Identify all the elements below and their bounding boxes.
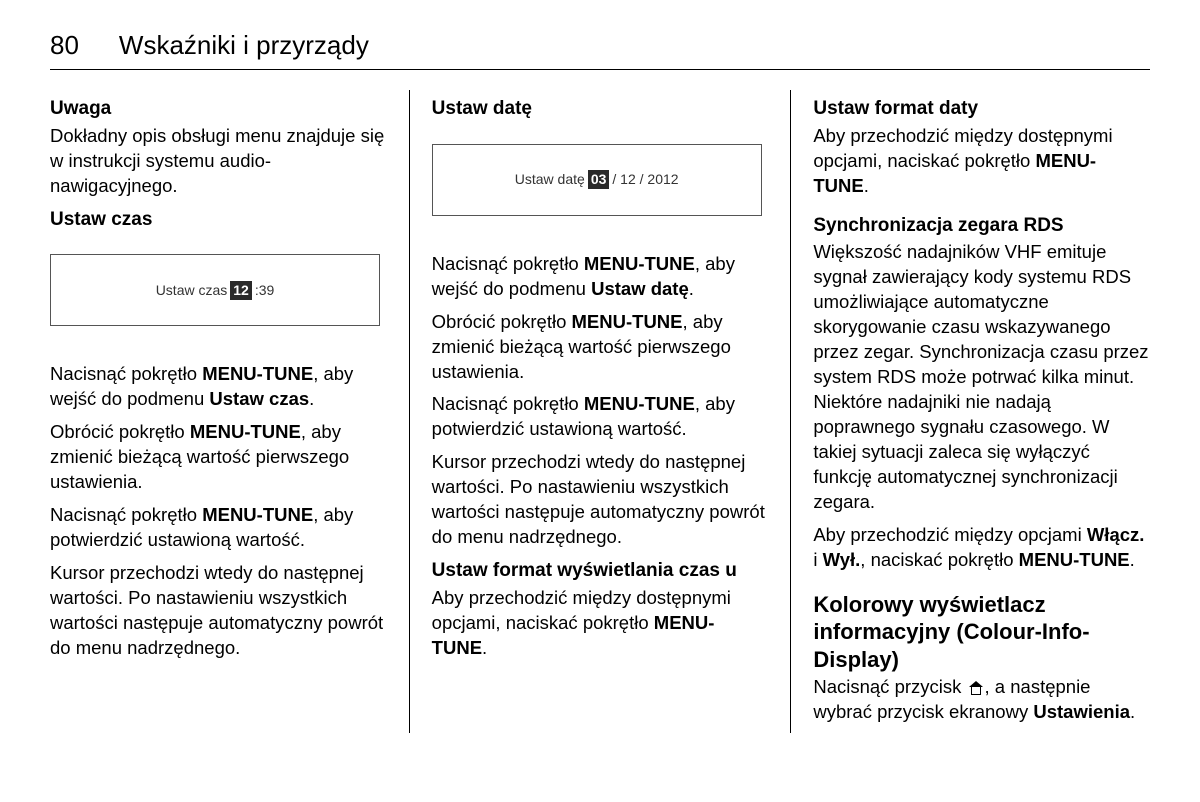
text-run: i [813, 549, 822, 570]
col1-p1: Nacisnąć pokrętło MENU-TUNE, aby wejść d… [50, 362, 387, 412]
text-run: Obrócić pokrętło [50, 421, 190, 442]
text-run-bold: MENU-TUNE [190, 421, 301, 442]
display-time-rest: :39 [255, 281, 274, 300]
text-run: . [1130, 549, 1135, 570]
display-box-date: Ustaw datę 03 / 12 / 2012 [432, 144, 762, 216]
text-run-bold: MENU-TUNE [584, 253, 695, 274]
text-run-bold: Ustaw czas [209, 388, 309, 409]
col2-p3: Nacisnąć pokrętło MENU-TUNE, aby potwier… [432, 392, 769, 442]
col1-p3: Nacisnąć pokrętło MENU-TUNE, aby potwier… [50, 503, 387, 553]
text-run: Obrócić pokrętło [432, 311, 572, 332]
text-run: . [864, 175, 869, 196]
text-run: . [689, 278, 694, 299]
text-run-bold: MENU-TUNE [572, 311, 683, 332]
col2-p1: Nacisnąć pokrętło MENU-TUNE, aby wejść d… [432, 252, 769, 302]
col2-p4: Kursor przechodzi wtedy do następnej war… [432, 450, 769, 550]
text-run: , naciskać pokrętło [860, 549, 1018, 570]
col1-p4: Kursor przechodzi wtedy do następnej war… [50, 561, 387, 661]
text-run: Nacisnąć pokrętło [432, 393, 584, 414]
text-run: . [309, 388, 314, 409]
column-2: Ustaw datę Ustaw datę 03 / 12 / 2012 Nac… [414, 90, 787, 733]
display-date-rest: / 12 / 2012 [612, 170, 678, 189]
text-run-bold: MENU-TUNE [202, 363, 313, 384]
col2-p2: Obrócić pokrętło MENU-TUNE, aby zmienić … [432, 310, 769, 385]
display-time-label: Ustaw czas [156, 281, 228, 300]
col3-format-daty-text: Aby przechodzić między dostępnymi opcjam… [813, 124, 1150, 199]
column-separator [409, 90, 410, 733]
uwaga-heading: Uwaga [50, 96, 387, 122]
format-czas-heading: Ustaw format wyświetlania czas u [432, 558, 769, 584]
color-display-text: Nacisnąć przycisk , a następnie wybrać p… [813, 675, 1150, 725]
rds-heading: Synchronizacja zegara RDS [813, 213, 1150, 239]
text-run: Nacisnąć przycisk [813, 676, 966, 697]
text-run: Aby przechodzić między opcjami [813, 524, 1087, 545]
display-date-highlight: 03 [588, 170, 610, 189]
display-box-time: Ustaw czas 12:39 [50, 254, 380, 326]
text-run-bold: MENU-TUNE [584, 393, 695, 414]
column-3: Ustaw format daty Aby przechodzić między… [795, 90, 1150, 733]
ustaw-date-heading: Ustaw datę [432, 96, 769, 122]
column-separator [790, 90, 791, 733]
text-run-bold: Włącz. [1087, 524, 1145, 545]
rds-text2: Aby przechodzić między opcjami Włącz. i … [813, 523, 1150, 573]
text-run-bold: Ustawienia [1033, 701, 1130, 722]
color-display-heading: Kolorowy wyświetlacz informacyjny (Colou… [813, 591, 1150, 674]
column-1: Uwaga Dokładny opis obsługi menu znajduj… [50, 90, 405, 733]
format-daty-heading: Ustaw format daty [813, 96, 1150, 122]
display-time-highlight: 12 [230, 281, 252, 300]
text-run: Nacisnąć pokrętło [50, 504, 202, 525]
col2-format-text: Aby przechodzić między dostępnymi opcjam… [432, 586, 769, 661]
uwaga-text: Dokładny opis obsługi menu znajduje się … [50, 124, 387, 199]
text-run: . [482, 637, 487, 658]
text-run: Nacisnąć pokrętło [50, 363, 202, 384]
text-run-bold: Wył. [823, 549, 861, 570]
page-header: 80 Wskaźniki i przyrządy [50, 30, 1150, 70]
rds-text: Większość nadajników VHF emituje sygnał … [813, 240, 1150, 515]
content-columns: Uwaga Dokładny opis obsługi menu znajduj… [50, 90, 1150, 733]
col1-p2: Obrócić pokrętło MENU-TUNE, aby zmienić … [50, 420, 387, 495]
text-run: . [1130, 701, 1135, 722]
text-run-bold: MENU-TUNE [1019, 549, 1130, 570]
display-date-label: Ustaw datę [515, 170, 585, 189]
ustaw-czas-heading: Ustaw czas [50, 207, 387, 233]
text-run-bold: Ustaw datę [591, 278, 689, 299]
text-run: Nacisnąć pokrętło [432, 253, 584, 274]
home-icon [969, 681, 983, 695]
page-number: 80 [50, 30, 79, 61]
page-title: Wskaźniki i przyrządy [119, 30, 369, 61]
text-run-bold: MENU-TUNE [202, 504, 313, 525]
